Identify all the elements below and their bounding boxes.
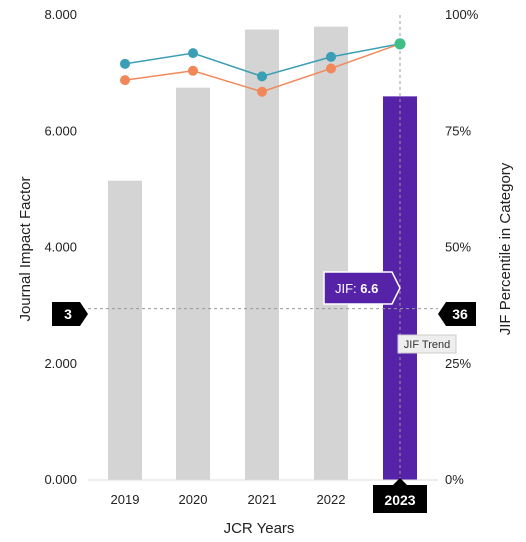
y-axis-left-ticks: 0.000 2.000 4.000 6.000 8.000 [44, 7, 77, 487]
y-right-tick-label: 100% [445, 7, 479, 22]
percentile-point-2-2020[interactable] [188, 65, 198, 76]
y-tick-label: 8.000 [44, 7, 77, 22]
percentile-point-2-2019[interactable] [120, 75, 130, 86]
y-axis-title: Journal Impact Factor [17, 176, 34, 321]
selected-year-label: 2023 [384, 492, 415, 508]
reference-left-marker: 3 [52, 302, 88, 326]
x-tick-label: 2022 [317, 492, 346, 507]
reference-right-label: 36 [452, 306, 468, 322]
percentile-lines [120, 38, 406, 97]
y-tick-label: 4.000 [44, 240, 77, 255]
x-tick-label: 2020 [179, 492, 208, 507]
y-tick-label: 2.000 [44, 356, 77, 371]
y-right-tick-label: 50% [445, 240, 471, 255]
reference-right-marker: 36 [438, 302, 476, 326]
bar-2021[interactable] [245, 29, 279, 480]
x-axis-ticks: 2019 2020 2021 2022 [111, 492, 346, 507]
bar-2022[interactable] [314, 26, 348, 480]
reference-left-label: 3 [64, 306, 72, 322]
percentile-point-1-2019[interactable] [120, 58, 130, 69]
y-tick-label: 0.000 [44, 472, 77, 487]
y-right-tick-label: 25% [445, 356, 471, 371]
percentile-point-2-2023[interactable] [394, 38, 406, 50]
x-tick-label: 2019 [111, 492, 140, 507]
trend-label-text: JIF Trend [404, 339, 450, 351]
percentile-point-1-2020[interactable] [188, 48, 198, 59]
percentile-point-1-2021[interactable] [257, 71, 267, 82]
selected-year-marker: 2023 [373, 478, 427, 513]
percentile-point-2-2022[interactable] [326, 63, 336, 74]
jif-tooltip: JIF: 6.6 [323, 271, 401, 305]
y-axis-right-title: JIF Percentile in Category [497, 162, 514, 335]
percentile-point-1-2022[interactable] [326, 51, 336, 62]
y-right-tick-label: 0% [445, 472, 464, 487]
jif-trend-label[interactable]: JIF Trend [397, 334, 457, 354]
x-tick-label: 2021 [248, 492, 277, 507]
bar-2020[interactable] [176, 87, 210, 480]
y-axis-right-ticks: 0% 25% 50% 75% 100% [445, 7, 479, 487]
gridlines [88, 15, 438, 481]
bar-2019[interactable] [108, 180, 142, 480]
x-axis-title: JCR Years [224, 520, 295, 537]
y-tick-label: 6.000 [44, 123, 77, 138]
y-right-tick-label: 75% [445, 123, 471, 138]
tooltip-text: JIF: 6.6 [335, 281, 378, 296]
percentile-point-2-2021[interactable] [257, 86, 267, 97]
